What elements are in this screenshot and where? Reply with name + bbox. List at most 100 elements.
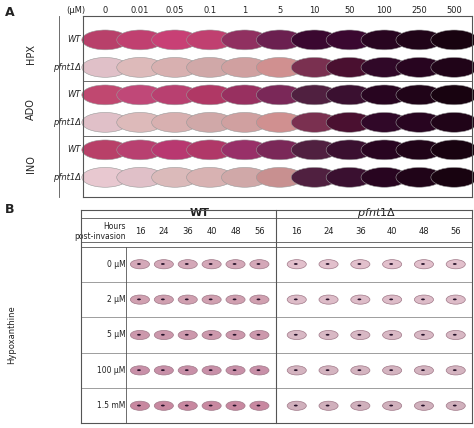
Text: 1: 1: [242, 6, 247, 15]
Circle shape: [226, 295, 245, 304]
Circle shape: [294, 263, 298, 265]
Circle shape: [256, 85, 303, 105]
Circle shape: [152, 85, 198, 105]
Text: 10: 10: [310, 6, 320, 15]
Circle shape: [414, 366, 434, 375]
Circle shape: [431, 140, 474, 160]
Text: 100: 100: [376, 6, 392, 15]
Circle shape: [326, 30, 373, 50]
Text: INO: INO: [26, 155, 36, 172]
Circle shape: [152, 167, 198, 187]
Circle shape: [319, 260, 338, 269]
Circle shape: [154, 260, 173, 269]
Circle shape: [202, 260, 221, 269]
Circle shape: [154, 295, 173, 304]
Circle shape: [453, 298, 456, 300]
Circle shape: [152, 57, 198, 77]
Circle shape: [446, 330, 465, 339]
Text: 40: 40: [387, 227, 397, 236]
Circle shape: [226, 330, 245, 339]
Circle shape: [389, 404, 393, 407]
Text: 56: 56: [450, 227, 461, 236]
Circle shape: [152, 113, 198, 132]
Circle shape: [431, 85, 474, 105]
Circle shape: [319, 330, 338, 339]
Circle shape: [431, 30, 474, 50]
Circle shape: [161, 334, 165, 336]
Circle shape: [130, 401, 149, 410]
Circle shape: [154, 330, 173, 339]
Circle shape: [117, 167, 164, 187]
Circle shape: [453, 369, 456, 371]
Circle shape: [209, 298, 212, 300]
Circle shape: [185, 263, 189, 265]
Circle shape: [396, 140, 443, 160]
Circle shape: [396, 30, 443, 50]
Text: 24: 24: [159, 227, 169, 236]
Circle shape: [396, 85, 443, 105]
Text: 0 μM: 0 μM: [107, 260, 126, 269]
Text: ADO: ADO: [26, 98, 36, 119]
Circle shape: [383, 366, 401, 375]
Circle shape: [178, 295, 197, 304]
Circle shape: [137, 404, 141, 407]
Circle shape: [326, 167, 373, 187]
Text: 36: 36: [182, 227, 193, 236]
Circle shape: [326, 334, 329, 336]
Circle shape: [446, 260, 465, 269]
Text: 36: 36: [355, 227, 366, 236]
Circle shape: [287, 330, 306, 339]
Circle shape: [161, 369, 165, 371]
Circle shape: [361, 167, 408, 187]
Circle shape: [383, 401, 401, 410]
Circle shape: [221, 113, 268, 132]
Circle shape: [82, 30, 128, 50]
Circle shape: [421, 404, 425, 407]
Circle shape: [361, 140, 408, 160]
Text: Hours
post-invasion: Hours post-invasion: [74, 222, 126, 241]
Circle shape: [130, 295, 149, 304]
Circle shape: [250, 401, 269, 410]
Text: 0.01: 0.01: [131, 6, 149, 15]
Text: 0.05: 0.05: [166, 6, 184, 15]
Circle shape: [326, 404, 329, 407]
Circle shape: [414, 330, 434, 339]
Circle shape: [250, 295, 269, 304]
Circle shape: [187, 113, 233, 132]
Circle shape: [389, 369, 393, 371]
Circle shape: [187, 167, 233, 187]
Circle shape: [221, 57, 268, 77]
Circle shape: [256, 298, 260, 300]
Circle shape: [187, 85, 233, 105]
Circle shape: [326, 57, 373, 77]
Circle shape: [202, 401, 221, 410]
Circle shape: [431, 113, 474, 132]
Circle shape: [431, 167, 474, 187]
Text: 24: 24: [323, 227, 334, 236]
Circle shape: [431, 57, 474, 77]
Circle shape: [130, 330, 149, 339]
Circle shape: [287, 401, 306, 410]
Circle shape: [187, 57, 233, 77]
Text: $pfnt1\Delta$: $pfnt1\Delta$: [357, 205, 396, 220]
Circle shape: [361, 85, 408, 105]
Circle shape: [294, 298, 298, 300]
Circle shape: [414, 260, 434, 269]
Circle shape: [446, 401, 465, 410]
Circle shape: [357, 404, 361, 407]
Circle shape: [291, 30, 338, 50]
Text: 500: 500: [447, 6, 462, 15]
Circle shape: [178, 260, 197, 269]
Circle shape: [326, 140, 373, 160]
Circle shape: [187, 30, 233, 50]
Circle shape: [137, 263, 141, 265]
Circle shape: [185, 404, 189, 407]
Circle shape: [446, 295, 465, 304]
Circle shape: [326, 113, 373, 132]
Circle shape: [383, 330, 401, 339]
Text: 5: 5: [277, 6, 283, 15]
Text: 100 μM: 100 μM: [97, 366, 126, 375]
Circle shape: [326, 85, 373, 105]
Circle shape: [250, 330, 269, 339]
Circle shape: [202, 295, 221, 304]
